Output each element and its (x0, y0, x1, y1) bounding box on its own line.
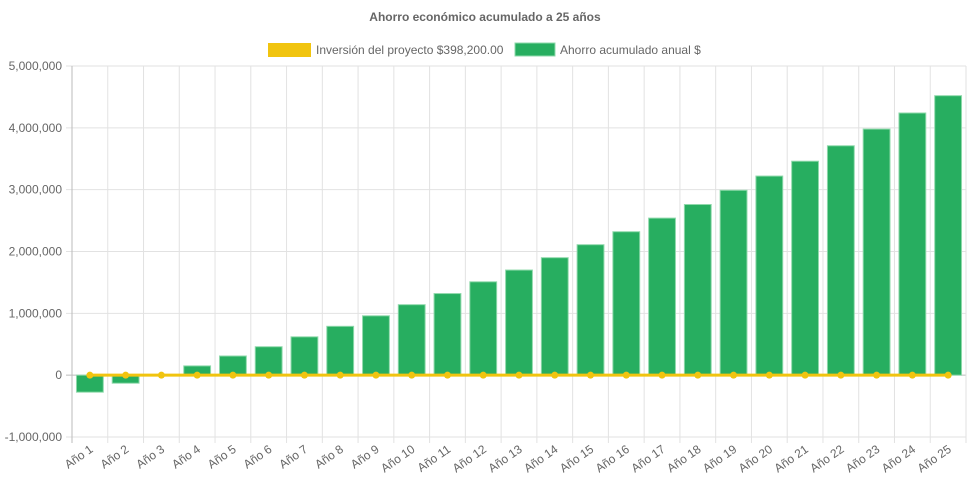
x-tick-label: Año 22 (807, 442, 846, 475)
y-tick-label: -1,000,000 (5, 430, 63, 444)
bar (862, 128, 891, 376)
line-point (694, 371, 702, 379)
line-point (908, 371, 916, 379)
y-tick-label: 3,000,000 (9, 183, 63, 197)
y-tick-label: 2,000,000 (9, 245, 63, 259)
line-point (765, 371, 773, 379)
x-tick-label: Año 5 (205, 442, 239, 472)
bar (791, 160, 819, 376)
x-tick-label: Año 20 (736, 442, 775, 475)
x-tick-label: Año 17 (629, 442, 668, 475)
line-point (730, 371, 738, 379)
legend: Inversión del proyecto $398,200.00 Ahorr… (268, 42, 701, 57)
x-tick-label: Año 6 (241, 442, 275, 472)
legend-item-savings[interactable]: Ahorro acumulado anual $ (514, 42, 701, 57)
x-tick-label: Año 11 (415, 442, 454, 475)
line-point (229, 371, 237, 379)
line-point (479, 371, 487, 379)
x-tick-label: Año 10 (378, 442, 417, 475)
x-tick-label: Año 1 (62, 442, 96, 472)
x-tick-label: Año 3 (133, 442, 167, 472)
x-tick-label: Año 15 (557, 442, 596, 475)
legend-label-investment: Inversión del proyecto $398,200.00 (316, 43, 504, 57)
line-point (837, 371, 845, 379)
bar (755, 175, 784, 376)
bar (934, 95, 963, 376)
line-point (408, 371, 416, 379)
line-point (622, 371, 630, 379)
y-tick-label: 5,000,000 (9, 59, 63, 73)
line-point (873, 371, 881, 379)
line-point (801, 371, 809, 379)
line-point (122, 371, 130, 379)
line-point (86, 371, 94, 379)
bar (433, 293, 462, 376)
x-tick-label: Año 12 (450, 442, 489, 475)
bar (397, 304, 426, 376)
bar (290, 336, 319, 376)
line-point (336, 371, 344, 379)
line-point (193, 371, 201, 379)
x-tick-label: Año 23 (843, 442, 882, 475)
y-tick-label: 0 (55, 368, 62, 382)
legend-item-investment[interactable]: Inversión del proyecto $398,200.00 (268, 43, 504, 57)
line-point (372, 371, 380, 379)
x-tick-label: Año 21 (772, 442, 811, 475)
x-tick-label: Año 16 (593, 442, 632, 475)
y-tick-label: 1,000,000 (9, 306, 63, 320)
line-point (551, 371, 559, 379)
bar (362, 315, 390, 376)
bar (719, 189, 748, 376)
y-tick-label: 4,000,000 (9, 121, 63, 135)
x-tick-label: Año 13 (486, 442, 525, 475)
line-point (157, 371, 165, 379)
bar (326, 325, 355, 376)
legend-label-savings: Ahorro acumulado anual $ (560, 43, 701, 57)
x-tick-label: Año 25 (915, 442, 954, 475)
bar (469, 281, 498, 376)
line-point (443, 371, 451, 379)
x-tick-label: Año 8 (312, 442, 346, 472)
bar (505, 269, 533, 376)
line-point (658, 371, 666, 379)
x-tick-label: Año 18 (664, 442, 703, 475)
line-point (265, 371, 273, 379)
line-point (300, 371, 308, 379)
bar (540, 257, 569, 376)
x-tick-label: Año 14 (521, 442, 560, 475)
x-tick-label: Año 24 (879, 442, 918, 475)
x-tick-label: Año 2 (98, 442, 132, 472)
x-tick-label: Año 7 (276, 442, 310, 472)
line-point (515, 371, 523, 379)
bar (612, 231, 641, 376)
line-point (587, 371, 595, 379)
bar (254, 346, 283, 376)
x-tick-label: Año 9 (348, 442, 382, 472)
bar (576, 244, 605, 376)
bar (898, 112, 927, 376)
x-tick-label: Año 19 (700, 442, 739, 475)
chart-title: Ahorro económico acumulado a 25 años (369, 10, 601, 24)
bar (826, 145, 855, 376)
bar (648, 217, 676, 376)
bar (683, 204, 712, 376)
line-point (944, 371, 952, 379)
x-tick-label: Año 4 (169, 442, 203, 472)
